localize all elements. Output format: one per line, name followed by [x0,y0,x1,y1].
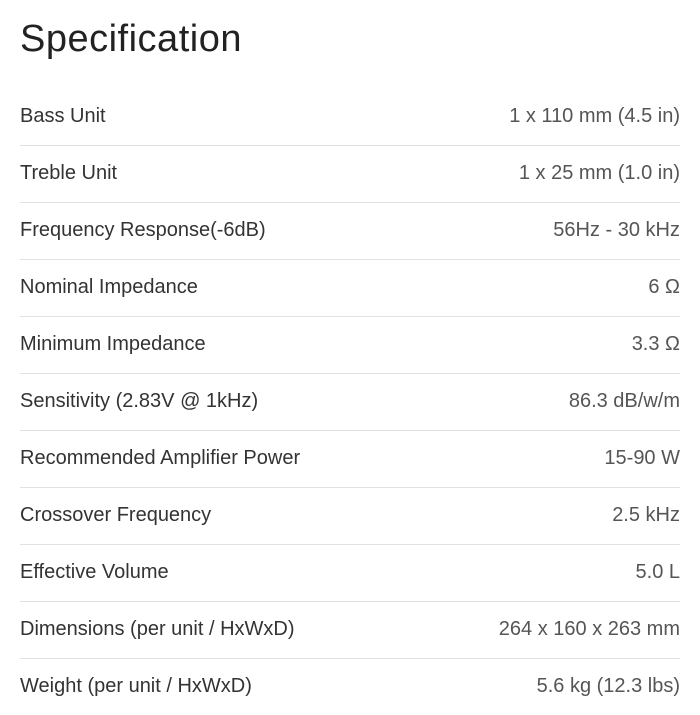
spec-value: 1 x 25 mm (1.0 in) [519,162,680,185]
table-row: Frequency Response(-6dB) 56Hz - 30 kHz [20,203,680,260]
spec-value: 15-90 W [604,447,680,470]
spec-label: Recommended Amplifier Power [20,447,300,470]
table-row: Bass Unit 1 x 110 mm (4.5 in) [20,89,680,146]
table-row: Sensitivity (2.83V @ 1kHz) 86.3 dB/w/m [20,374,680,431]
spec-value: 264 x 160 x 263 mm [499,618,680,641]
table-row: Minimum Impedance 3.3 Ω [20,317,680,374]
spec-value: 86.3 dB/w/m [569,390,680,413]
spec-value: 56Hz - 30 kHz [553,219,680,242]
spec-value: 5.6 kg (12.3 lbs) [537,675,680,698]
table-row: Dimensions (per unit / HxWxD) 264 x 160 … [20,602,680,659]
table-row: Recommended Amplifier Power 15-90 W [20,431,680,488]
spec-label: Bass Unit [20,105,106,128]
spec-value: 2.5 kHz [612,504,680,527]
spec-label: Minimum Impedance [20,333,206,356]
spec-label: Sensitivity (2.83V @ 1kHz) [20,390,258,413]
page-title: Specification [20,18,680,61]
spec-label: Dimensions (per unit / HxWxD) [20,618,295,641]
spec-label: Crossover Frequency [20,504,211,527]
table-row: Crossover Frequency 2.5 kHz [20,488,680,545]
spec-label: Frequency Response(-6dB) [20,219,266,242]
spec-table: Bass Unit 1 x 110 mm (4.5 in) Treble Uni… [20,89,680,715]
table-row: Effective Volume 5.0 L [20,545,680,602]
spec-value: 1 x 110 mm (4.5 in) [509,105,680,128]
table-row: Treble Unit 1 x 25 mm (1.0 in) [20,146,680,203]
spec-value: 6 Ω [648,276,680,299]
table-row: Nominal Impedance 6 Ω [20,260,680,317]
spec-value: 5.0 L [636,561,680,584]
spec-value: 3.3 Ω [632,333,680,356]
spec-label: Weight (per unit / HxWxD) [20,675,252,698]
table-row: Weight (per unit / HxWxD) 5.6 kg (12.3 l… [20,659,680,715]
spec-label: Effective Volume [20,561,169,584]
spec-label: Nominal Impedance [20,276,198,299]
spec-label: Treble Unit [20,162,117,185]
